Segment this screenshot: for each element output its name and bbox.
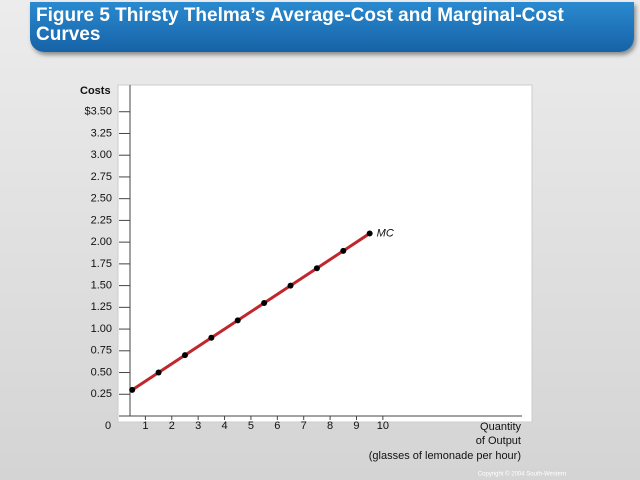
y-tick-label: 3.25 bbox=[91, 127, 112, 139]
point bbox=[340, 247, 347, 254]
x-tick-label: 1 bbox=[142, 420, 148, 432]
y-tick-label: 1.00 bbox=[91, 323, 112, 335]
point bbox=[261, 299, 268, 306]
point bbox=[181, 352, 188, 359]
y-tick-label: 2.50 bbox=[91, 193, 112, 205]
point bbox=[366, 230, 373, 237]
x-tick-label: 7 bbox=[301, 420, 307, 432]
x-tick-label: 6 bbox=[274, 420, 280, 432]
line bbox=[131, 232, 371, 392]
y-tick-label: 2.25 bbox=[91, 214, 112, 226]
plot-area bbox=[117, 84, 533, 423]
point bbox=[155, 369, 162, 376]
y-tick-label: 3.00 bbox=[91, 149, 112, 161]
x-axis-label: of Output bbox=[476, 435, 521, 447]
y-tick-label: $3.50 bbox=[84, 106, 112, 118]
series-label: MC bbox=[377, 227, 394, 239]
point bbox=[234, 317, 241, 324]
point bbox=[287, 282, 294, 289]
x-tick-label: 4 bbox=[221, 420, 227, 432]
y-tick-label: 0.50 bbox=[91, 366, 112, 378]
x-tick-label: 8 bbox=[327, 420, 333, 432]
y-tick-label: 2.75 bbox=[91, 171, 112, 183]
y-tick-label: 1.25 bbox=[91, 301, 112, 313]
title-banner bbox=[30, 2, 634, 52]
y-tick-label: 0.25 bbox=[91, 388, 112, 400]
x-tick-label: 5 bbox=[248, 420, 254, 432]
point bbox=[208, 334, 215, 341]
y-tick-label: 1.75 bbox=[91, 258, 112, 270]
x-axis-label: Quantity bbox=[480, 421, 521, 433]
copyright: Copyright © 2004 South-Western bbox=[478, 471, 566, 478]
y-axis-label: Costs bbox=[80, 85, 111, 97]
x-tick-label: 3 bbox=[195, 420, 201, 432]
y-tick-label: 0.75 bbox=[91, 345, 112, 357]
chart-title: Figure 5 Thirsty Thelma’s Average-Cost a… bbox=[36, 5, 564, 45]
x-axis-label: (glasses of lemonade per hour) bbox=[369, 450, 521, 462]
y-tick-label: 1.50 bbox=[91, 280, 112, 292]
x-tick-label: 2 bbox=[169, 420, 175, 432]
point bbox=[313, 265, 320, 272]
point bbox=[129, 386, 136, 393]
x-tick-label: 10 bbox=[377, 420, 389, 432]
x-tick-label: 9 bbox=[353, 420, 359, 432]
y-tick-label: 2.00 bbox=[91, 236, 112, 248]
x-tick-label: 0 bbox=[105, 420, 111, 432]
